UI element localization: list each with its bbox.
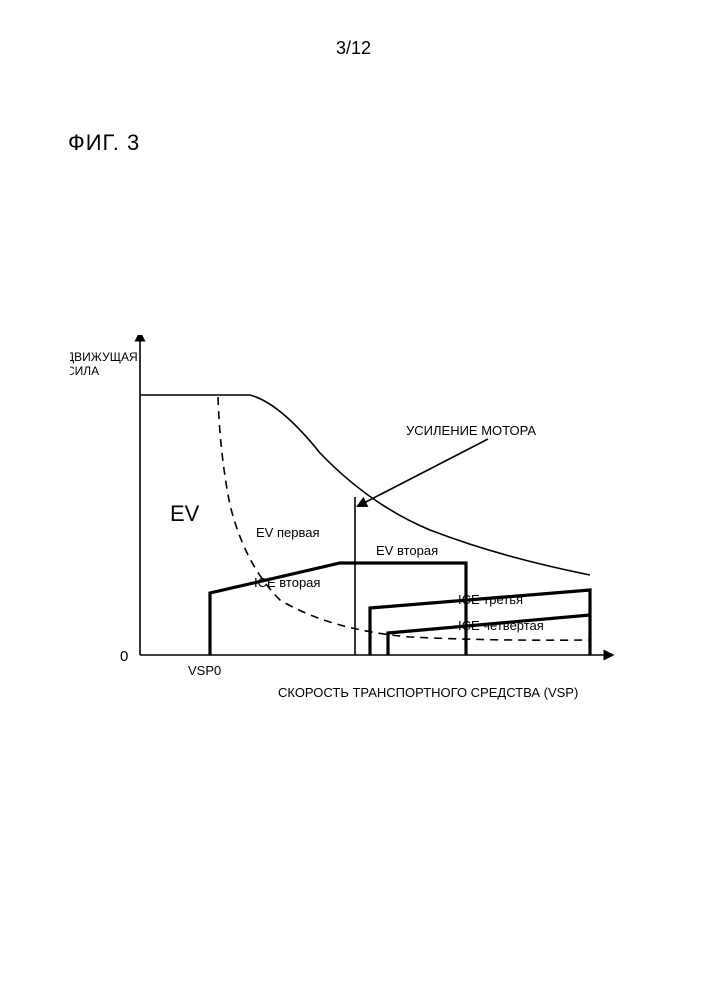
- y-axis-label-l1: ДВИЖУЩАЯ: [70, 350, 138, 364]
- y-axis-label: ДВИЖУЩАЯ СИЛА: [70, 350, 141, 378]
- upper-envelope: [140, 395, 590, 575]
- page: 3/12 ФИГ. 3 ДВИЖУЩАЯ СИЛА 0 VSP0 СКОРОСТ…: [0, 0, 707, 1000]
- chart-svg: ДВИЖУЩАЯ СИЛА 0 VSP0 СКОРОСТЬ ТРАНСПОРТН…: [70, 335, 630, 735]
- region-ice-second: ICE вторая: [254, 575, 320, 590]
- diagram-container: ДВИЖУЩАЯ СИЛА 0 VSP0 СКОРОСТЬ ТРАНСПОРТН…: [70, 335, 630, 735]
- region-ev-first: EV первая: [256, 525, 319, 540]
- origin-label: 0: [120, 648, 128, 665]
- region-ev-second: EV вторая: [376, 543, 438, 558]
- page-number: 3/12: [0, 38, 707, 59]
- callout-label: УСИЛЕНИЕ МОТОРА: [406, 423, 536, 438]
- region-ev: EV: [170, 501, 200, 526]
- callout-arrow: [360, 439, 488, 505]
- ice-second-box: [210, 563, 466, 655]
- figure-label: ФИГ. 3: [68, 130, 140, 156]
- x-axis-label: СКОРОСТЬ ТРАНСПОРТНОГО СРЕДСТВА (VSP): [278, 685, 578, 700]
- region-ice-third: ICE третья: [458, 592, 523, 607]
- region-ice-fourth: ICE четвертая: [458, 618, 544, 633]
- vsp0-label: VSP0: [188, 663, 221, 678]
- y-axis-label-l2: СИЛА: [70, 364, 99, 378]
